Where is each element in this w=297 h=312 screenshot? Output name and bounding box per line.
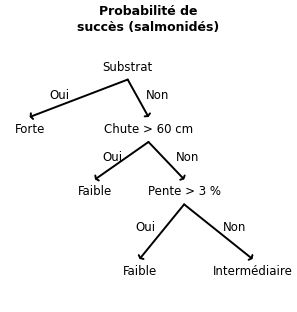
Text: Substrat: Substrat: [102, 61, 153, 74]
Text: Chute > 60 cm: Chute > 60 cm: [104, 123, 193, 136]
Text: Oui: Oui: [103, 151, 123, 164]
Text: Faible: Faible: [78, 185, 112, 198]
Text: Forte: Forte: [15, 123, 45, 136]
Text: Faible: Faible: [122, 265, 157, 278]
Text: Oui: Oui: [49, 89, 69, 102]
Text: Pente > 3 %: Pente > 3 %: [148, 185, 221, 198]
Text: Oui: Oui: [135, 221, 156, 234]
Text: Non: Non: [146, 89, 169, 102]
Text: Non: Non: [176, 151, 199, 164]
Text: Non: Non: [223, 221, 246, 234]
Text: Probabilité de
succès (salmonidés): Probabilité de succès (salmonidés): [78, 5, 219, 34]
Text: Intermédiaire: Intermédiaire: [213, 265, 292, 278]
